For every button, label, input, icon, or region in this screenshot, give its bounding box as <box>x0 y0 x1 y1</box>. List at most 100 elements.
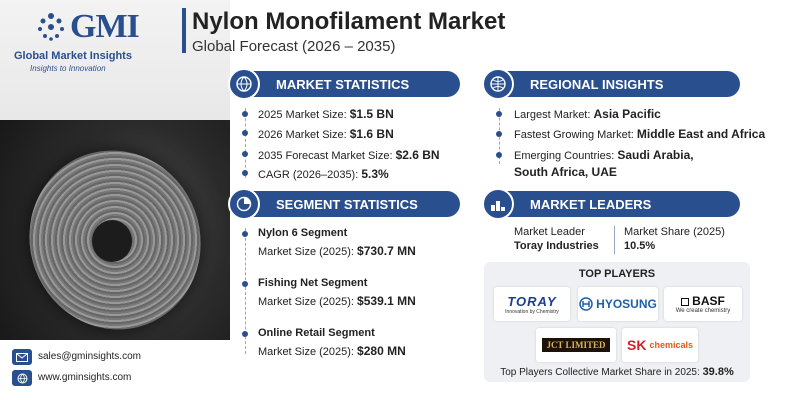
contact-strip <box>0 340 230 400</box>
stat-value: South Africa, UAE <box>514 165 617 179</box>
sk-chemicals-logo[interactable]: SK chemicals <box>622 328 698 362</box>
segment-size: Market Size (2025): $730.7 MN <box>258 244 416 258</box>
page-subtitle: Global Forecast (2026 – 2035) <box>192 38 396 55</box>
stat-label: Emerging Countries: <box>514 150 618 162</box>
fastest-growing-market: Fastest Growing Market: Middle East and … <box>514 127 765 141</box>
email-icon <box>12 349 32 365</box>
toray-logo[interactable]: TORAY Innovation by Chemistry <box>494 287 570 321</box>
stat-2035-forecast-size: 2035 Forecast Market Size: $2.6 BN <box>258 148 440 162</box>
pie-chart-icon <box>236 196 252 212</box>
sk-logo-text: SK <box>627 337 647 353</box>
page-title: Nylon Monofilament Market <box>192 8 506 35</box>
market-leader-label: Market Leader <box>514 226 585 238</box>
market-leader-value: Toray Industries <box>514 240 599 252</box>
market-statistics-header-label: MARKET STATISTICS <box>276 76 410 92</box>
gmi-logo[interactable]: GMI Global Market Insights Insights to I… <box>8 8 178 78</box>
hero-photo <box>0 0 230 400</box>
stat-label: 2026 Market Size: <box>258 129 350 141</box>
stat-cagr: CAGR (2026–2035): 5.3% <box>258 167 389 181</box>
basf-logo-text: BASF <box>692 294 725 308</box>
jct-logo-text: JCT LIMITED <box>542 338 610 352</box>
stat-label: Fastest Growing Market: <box>514 129 637 141</box>
stat-value: Middle East and Africa <box>636 127 766 141</box>
sk-logo-sub: chemicals <box>649 340 693 350</box>
stat-label: CAGR (2026–2035): <box>258 169 362 181</box>
toray-logo-text: TORAY <box>507 293 557 309</box>
market-statistics-timeline <box>245 108 246 178</box>
logo-company-name: Global Market Insights <box>14 50 132 62</box>
podium-icon <box>491 201 505 211</box>
segment-size-value: $539.1 MN <box>357 294 416 308</box>
top-players-title: TOP PLAYERS <box>578 268 656 280</box>
segment-name: Fishing Net Segment <box>258 277 368 289</box>
regional-insights-header-label: REGIONAL INSIGHTS <box>530 76 664 92</box>
top-players-panel <box>484 262 750 382</box>
stat-value: 5.3% <box>361 167 389 181</box>
jct-logo[interactable]: JCT LIMITED <box>536 328 616 362</box>
segment-size: Market Size (2025): $539.1 MN <box>258 294 416 308</box>
segment-size-value: $280 MN <box>357 344 406 358</box>
stat-value: $1.5 BN <box>349 107 394 121</box>
bullet-dot <box>496 131 502 137</box>
top-players-share: Top Players Collective Market Share in 2… <box>484 366 750 378</box>
regional-insights-header: REGIONAL INSIGHTS <box>494 71 740 97</box>
stat-label: 2025 Market Size: <box>258 109 350 121</box>
bullet-dot <box>242 111 248 117</box>
segment-statistics-timeline <box>245 228 246 354</box>
segment-name: Online Retail Segment <box>258 327 375 339</box>
segment-size: Market Size (2025): $280 MN <box>258 344 406 358</box>
stat-2026-market-size: 2026 Market Size: $1.6 BN <box>258 127 394 141</box>
toray-logo-tagline: Innovation by Chemistry <box>505 308 559 315</box>
globe-stats-icon <box>236 76 252 92</box>
bullet-dot <box>496 111 502 117</box>
logo-abbrev: GMI <box>70 8 140 45</box>
bullet-dot <box>242 281 248 287</box>
stat-value: $2.6 BN <box>395 148 440 162</box>
market-statistics-icon <box>228 68 260 100</box>
bullet-dot <box>242 170 248 176</box>
bullet-dot <box>242 231 248 237</box>
emerging-countries: Emerging Countries: Saudi Arabia, <box>514 148 694 162</box>
segment-size-label: Market Size (2025): <box>258 296 358 308</box>
bullet-dot <box>242 130 248 136</box>
envelope-icon <box>16 352 28 362</box>
logo-tagline: Insights to Innovation <box>30 64 106 73</box>
basf-logo-tagline: We create chemistry <box>675 308 731 314</box>
stat-value: $1.6 BN <box>349 127 394 141</box>
market-share-label: Market Share (2025) <box>624 226 725 238</box>
bullet-dot <box>242 331 248 337</box>
market-share-value: 10.5% <box>624 240 656 252</box>
segment-name: Nylon 6 Segment <box>258 227 348 239</box>
basf-logo[interactable]: BASF We create chemistry <box>664 287 742 321</box>
market-leaders-icon <box>482 188 514 220</box>
globe-small-icon <box>17 373 27 383</box>
emerging-countries-cont: South Africa, UAE <box>514 165 617 179</box>
basf-logo-wordmark: BASF <box>681 294 725 308</box>
market-leaders-header: MARKET LEADERS <box>494 191 740 217</box>
segment-statistics-icon <box>228 188 260 220</box>
segment-size-label: Market Size (2025): <box>258 346 358 358</box>
stat-label: 2035 Forecast Market Size: <box>258 150 396 162</box>
bullet-dot <box>496 152 502 158</box>
bullet-dot <box>242 151 248 157</box>
hyosung-logo-text: HYOSUNG <box>596 297 657 311</box>
top-players-share-label: Top Players Collective Market Share in 2… <box>500 367 703 378</box>
hyosung-logo[interactable]: HYOSUNG <box>578 287 658 321</box>
globe-icon <box>490 76 506 92</box>
website-icon <box>12 370 32 386</box>
spool-hub <box>92 220 132 262</box>
stat-value: Asia Pacific <box>593 107 661 121</box>
gmi-logo-mark-icon <box>38 13 64 41</box>
largest-market: Largest Market: Asia Pacific <box>514 107 661 121</box>
top-players-share-value: 39.8% <box>702 366 734 378</box>
contact-website[interactable]: www.gminsights.com <box>38 372 132 383</box>
hyosung-mark-icon <box>579 297 593 311</box>
stat-2025-market-size: 2025 Market Size: $1.5 BN <box>258 107 394 121</box>
title-accent-bar <box>182 8 186 53</box>
segment-size-label: Market Size (2025): <box>258 246 358 258</box>
contact-email[interactable]: sales@gminsights.com <box>38 351 141 362</box>
segment-statistics-header: SEGMENT STATISTICS <box>240 191 460 217</box>
segment-size-value: $730.7 MN <box>357 244 416 258</box>
regional-insights-icon <box>482 68 514 100</box>
basf-square-icon <box>681 297 690 306</box>
